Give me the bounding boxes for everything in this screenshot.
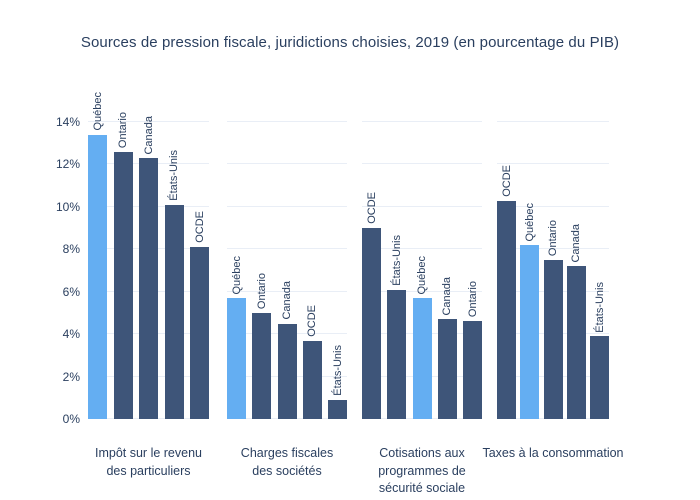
gridline [362,205,482,207]
bar--tats-unis[interactable] [590,336,609,419]
bar-ontario[interactable] [543,259,563,419]
gridline [227,205,347,207]
bar-category-label: OCDE [500,164,513,197]
bar-category-label: Canada [570,223,583,263]
bar-category-label: États-Unis [390,234,403,286]
bar-category-label: OCDE [306,304,319,337]
bar-canada[interactable] [277,323,297,419]
x-axis-group-label-line: programmes de [378,463,466,478]
bar-category-label: Canada [281,281,293,320]
y-tick-label: 2% [62,369,80,384]
y-tick-label: 4% [62,327,80,342]
gridline [362,163,482,165]
bar-ocde[interactable] [190,247,209,419]
bar-category-label: Ontario [255,272,268,309]
bar-ocde[interactable] [302,340,322,419]
bar-canada[interactable] [139,158,158,419]
gridline [497,248,609,250]
gridline [497,121,609,123]
x-axis-group-label: Impôt sur le revenu des particuliers [29,445,269,480]
bar-ontario[interactable] [113,151,133,419]
subplot-group-3: OCDE États-Unis Québec Canada Ontario [362,109,482,419]
bar-qu-bec[interactable] [227,298,246,419]
x-axis-group-label-line: Impôt sur le revenu [95,446,202,460]
x-axis-group-label: Charges fiscales des sociétés [167,445,407,480]
x-axis-group-label-line: Charges fiscales [240,446,334,460]
bar-category-label: États-Unis [593,281,606,333]
bar-ontario[interactable] [252,312,272,419]
bar--tats-unis[interactable] [164,204,184,419]
bar-qu-bec[interactable] [520,245,540,419]
bar-category-label: Canada [441,276,454,316]
bar-ocde[interactable] [497,200,516,419]
y-tick-label: 14% [55,115,80,129]
x-axis-group-label: Taxes à la consommation [433,445,673,463]
bar-ocde[interactable] [362,228,381,419]
x-axis-group-label-line: Cotisations aux [379,446,465,460]
chart-title: Sources de pression fiscale, juridiction… [80,34,620,51]
bar-canada[interactable] [566,266,586,419]
bar-qu-bec[interactable] [412,298,432,419]
bar-category-label: OCDE [365,192,378,225]
gridline [362,121,482,123]
bar-category-label: Ontario [466,281,479,318]
subplot-group-4: OCDE Québec Ontario Canada États-Unis [497,109,609,419]
gridline [227,121,347,123]
bar-category-label: OCDE [193,211,206,244]
bar-qu-bec[interactable] [88,134,107,419]
bar-category-label: Québec [416,255,428,295]
bar-ontario[interactable] [463,321,482,419]
bar-category-label: États-Unis [331,345,344,396]
bar-category-label: Québec [230,255,243,295]
gridline [227,248,347,250]
gridline [227,290,347,292]
y-tick-label: 0% [62,412,80,426]
gridline [362,248,482,250]
subplot-group-1: Québec Ontario Canada États-Unis OCDE [88,92,209,419]
gridline [497,163,609,165]
bar-category-label: Ontario [117,111,129,148]
gridline [88,121,209,123]
bar-category-label: Québec [91,92,104,131]
gridline [227,163,347,165]
bar--tats-unis[interactable] [387,289,407,419]
y-tick-label: 10% [55,199,80,214]
y-tick-label: 6% [62,284,80,299]
bar--tats-unis[interactable] [328,399,347,419]
bar-category-label: États-Unis [168,150,180,201]
y-tick-label: 8% [62,242,80,257]
x-axis-group-label-line: Taxes à la consommation [482,446,624,460]
gridline [497,205,609,207]
bar-category-label: Ontario [547,219,559,256]
bar-category-label: Canada [142,115,155,155]
bar-category-label: Québec [523,202,536,242]
x-axis-group-label-line: sécurité sociale [378,481,466,495]
bar-canada[interactable] [437,319,457,419]
x-axis-group-label: Cotisations aux programmes de sécurité soc… [302,445,542,498]
subplot-group-2: Québec Ontario Canada OCDE États-Unis [227,109,347,419]
x-axis-group-label-line: des sociétés [252,463,322,478]
y-tick-label: 12% [55,157,80,172]
gridline [362,290,482,292]
x-axis-group-label-line: des particuliers [106,463,191,478]
